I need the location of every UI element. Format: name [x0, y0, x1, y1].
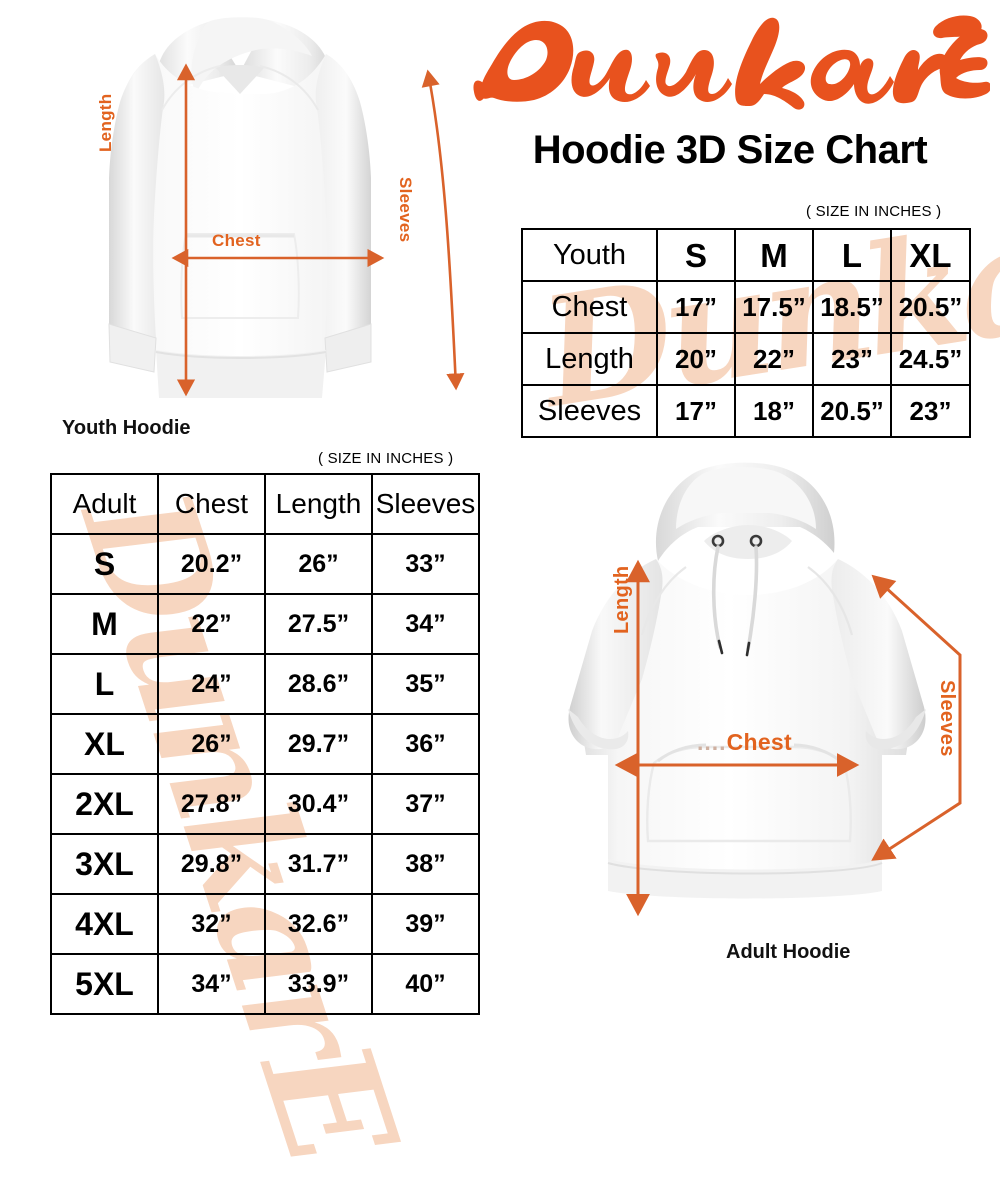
- adult-size-s: S: [50, 533, 159, 595]
- sleeves-arrow: [871, 574, 962, 861]
- youth-chest-label: Chest: [212, 231, 261, 250]
- adult-size-xl: XL: [50, 713, 159, 775]
- drawstring-left: [711, 545, 722, 649]
- adult-length-l: 28.6”: [264, 653, 373, 715]
- adult-measurement-arrows: [614, 559, 962, 917]
- youth-col-s: S: [656, 228, 736, 282]
- adult-size-4xl: 4XL: [50, 893, 159, 955]
- youth-chest-s: 17”: [656, 280, 736, 334]
- adult-length-3xl: 31.7”: [264, 833, 373, 895]
- adult-units-note: ( SIZE IN INCHES ): [318, 450, 454, 467]
- adult-col-chest: Chest: [157, 473, 266, 535]
- youth-length-s: 20”: [656, 332, 736, 386]
- youth-col-l: L: [812, 228, 892, 282]
- adult-length-s: 26”: [264, 533, 373, 595]
- adult-size-5xl: 5XL: [50, 953, 159, 1015]
- adult-sleeves-4xl: 39”: [371, 893, 480, 955]
- youth-sleeves-xl: 23”: [890, 384, 971, 438]
- adult-length-2xl: 30.4”: [264, 773, 373, 835]
- adult-chest-5xl: 34”: [157, 953, 266, 1015]
- adult-figure-caption: Adult Hoodie: [726, 941, 851, 963]
- adult-chest-2xl: 27.8”: [157, 773, 266, 835]
- adult-length-m: 27.5”: [264, 593, 373, 655]
- youth-sleeves-l: 20.5”: [812, 384, 892, 438]
- youth-length-label: Length: [96, 93, 115, 152]
- youth-figure-caption: Youth Hoodie: [62, 417, 191, 439]
- adult-chest-m: 22”: [157, 593, 266, 655]
- table-row: 5XL 34” 33.9” 40”: [50, 953, 480, 1015]
- table-row: M 22” 27.5” 34”: [50, 593, 480, 655]
- adult-sleeves-2xl: 37”: [371, 773, 480, 835]
- youth-col-xl: XL: [890, 228, 971, 282]
- adult-length-xl: 29.7”: [264, 713, 373, 775]
- youth-row-label-length: Length: [521, 332, 658, 386]
- youth-row-label-chest: Chest: [521, 280, 658, 334]
- adult-col-size: Adult: [50, 473, 159, 535]
- youth-length-m: 22”: [734, 332, 814, 386]
- youth-sleeves-m: 18”: [734, 384, 814, 438]
- adult-sleeves-m: 34”: [371, 593, 480, 655]
- youth-chest-m: 17.5”: [734, 280, 814, 334]
- adult-hoodie-illustration: [508, 455, 998, 940]
- youth-hoodie-illustration: [60, 6, 480, 416]
- youth-length-l: 23”: [812, 332, 892, 386]
- adult-size-table: Adult Chest Length Sleeves S 20.2” 26” 3…: [50, 473, 480, 1015]
- youth-measurement-arrows: [171, 63, 465, 397]
- brand-logo: [470, 8, 990, 120]
- adult-size-3xl: 3XL: [50, 833, 159, 895]
- adult-chest-4xl: 32”: [157, 893, 266, 955]
- table-row: 2XL 27.8” 30.4” 37”: [50, 773, 480, 835]
- adult-chest-3xl: 29.8”: [157, 833, 266, 895]
- table-row: S 20.2” 26” 33”: [50, 533, 480, 595]
- adult-sleeves-l: 35”: [371, 653, 480, 715]
- table-row: Chest 17” 17.5” 18.5” 20.5”: [521, 280, 971, 334]
- adult-chest-dots: ....: [697, 729, 727, 755]
- adult-size-l: L: [50, 653, 159, 715]
- youth-units-note: ( SIZE IN INCHES ): [806, 203, 942, 220]
- youth-row-label-sleeves: Sleeves: [521, 384, 658, 438]
- table-row: L 24” 28.6” 35”: [50, 653, 480, 715]
- adult-chest-xl: 26”: [157, 713, 266, 775]
- table-row: Length 20” 22” 23” 24.5”: [521, 332, 971, 386]
- youth-garment-shape: [108, 17, 372, 398]
- adult-sleeves-5xl: 40”: [371, 953, 480, 1015]
- table-row: 3XL 29.8” 31.7” 38”: [50, 833, 480, 895]
- adult-length-4xl: 32.6”: [264, 893, 373, 955]
- adult-chest-l: 24”: [157, 653, 266, 715]
- youth-corner-label: Youth: [521, 228, 658, 282]
- youth-sleeves-label: Sleeves: [396, 177, 415, 243]
- youth-col-m: M: [734, 228, 814, 282]
- adult-chest-text: Chest: [726, 729, 792, 755]
- adult-col-length: Length: [264, 473, 373, 535]
- adult-sleeves-label: Sleeves: [936, 680, 958, 757]
- adult-sleeves-3xl: 38”: [371, 833, 480, 895]
- adult-length-label: Length: [611, 565, 633, 634]
- adult-sleeves-s: 33”: [371, 533, 480, 595]
- adult-size-2xl: 2XL: [50, 773, 159, 835]
- table-row: Sleeves 17” 18” 20.5” 23”: [521, 384, 971, 438]
- page-title: Hoodie 3D Size Chart: [532, 128, 928, 172]
- drawstring-right: [746, 545, 759, 651]
- youth-length-xl: 24.5”: [890, 332, 971, 386]
- adult-col-sleeves: Sleeves: [371, 473, 480, 535]
- adult-sleeves-xl: 36”: [371, 713, 480, 775]
- table-row-header: Youth S M L XL: [521, 228, 971, 282]
- sleeves-arrow: [421, 69, 465, 391]
- adult-size-m: M: [50, 593, 159, 655]
- youth-chest-l: 18.5”: [812, 280, 892, 334]
- table-row: 4XL 32” 32.6” 39”: [50, 893, 480, 955]
- adult-garment-shape: [568, 462, 926, 899]
- adult-length-5xl: 33.9”: [264, 953, 373, 1015]
- youth-sleeves-s: 17”: [656, 384, 736, 438]
- size-chart-page: DunkarE DunkarE H: [47, 6, 1000, 1177]
- table-row-header: Adult Chest Length Sleeves: [50, 473, 480, 535]
- table-row: XL 26” 29.7” 36”: [50, 713, 480, 775]
- youth-size-table: Youth S M L XL Chest 17” 17.5” 18.5” 20.…: [521, 228, 971, 438]
- youth-chest-xl: 20.5”: [890, 280, 971, 334]
- adult-chest-label: ....Chest: [697, 729, 792, 756]
- adult-chest-s: 20.2”: [157, 533, 266, 595]
